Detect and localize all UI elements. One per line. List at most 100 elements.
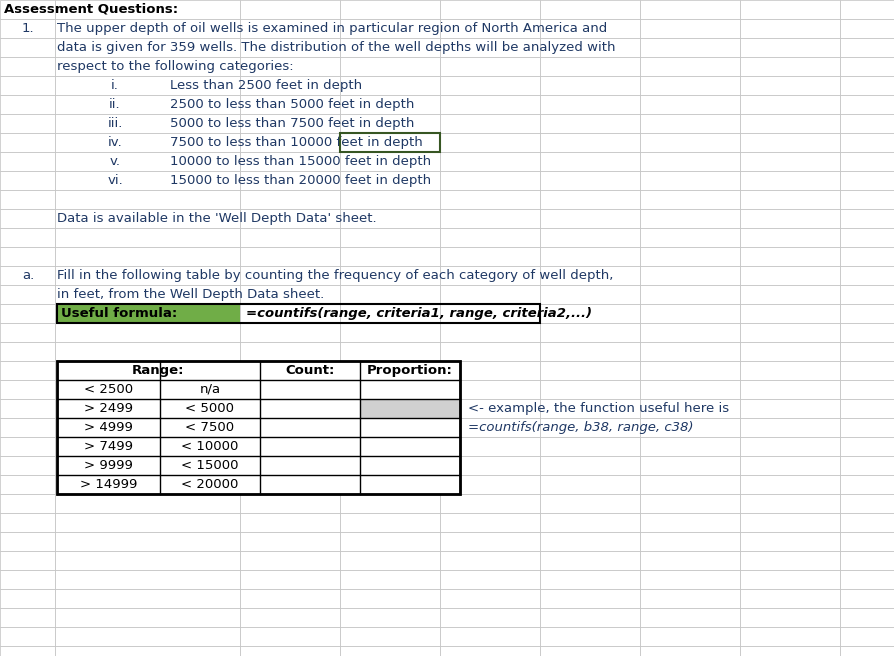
Text: Assessment Questions:: Assessment Questions: [4,3,178,16]
Bar [55,247,240,266]
Bar [340,171,440,190]
Bar [440,304,539,323]
Bar [55,532,240,551]
Text: v.: v. [109,155,121,168]
Bar [0,380,55,399]
Text: =countifs(range, criteria1, range, criteria2,...): =countifs(range, criteria1, range, crite… [246,307,591,320]
Text: Less than 2500 feet in depth: Less than 2500 feet in depth [170,79,362,92]
Text: iv.: iv. [107,136,122,149]
Bar [839,266,894,285]
Bar [240,475,340,494]
Bar [539,570,639,589]
Bar [739,114,839,133]
Bar [539,152,639,171]
Text: > 9999: > 9999 [84,459,133,472]
Bar [639,285,739,304]
Bar [539,589,639,608]
Bar [340,494,440,513]
Bar [240,247,340,266]
Bar [55,152,240,171]
Bar [539,627,639,646]
Bar [739,171,839,190]
Bar [839,475,894,494]
Bar [440,209,539,228]
Bar [240,266,340,285]
Bar [0,209,55,228]
Bar [739,627,839,646]
Bar [240,76,340,95]
Bar [55,551,240,570]
Text: 1.: 1. [21,22,34,35]
Bar [539,608,639,627]
Text: < 7500: < 7500 [185,421,234,434]
Bar [0,399,55,418]
Bar [639,361,739,380]
Bar [340,152,440,171]
Text: 5000 to less than 7500 feet in depth: 5000 to less than 7500 feet in depth [170,117,414,130]
Bar [539,475,639,494]
Bar [839,76,894,95]
Bar [839,19,894,38]
Bar [639,456,739,475]
Bar [639,608,739,627]
Bar [440,532,539,551]
Bar [55,304,240,323]
Bar [639,380,739,399]
Bar [539,532,639,551]
Bar [739,513,839,532]
Bar [55,456,240,475]
Bar [839,418,894,437]
Bar [440,95,539,114]
Bar [440,627,539,646]
Bar [739,285,839,304]
Bar [839,494,894,513]
Bar [739,95,839,114]
Text: > 2499: > 2499 [84,402,133,415]
Bar [340,57,440,76]
Bar [340,76,440,95]
Bar [359,399,460,418]
Bar [539,228,639,247]
Bar [440,152,539,171]
Bar [539,380,639,399]
Bar [240,418,340,437]
Text: 7500 to less than 10000 feet in depth: 7500 to less than 10000 feet in depth [170,136,422,149]
Text: vi.: vi. [107,174,122,187]
Bar [0,475,55,494]
Bar [0,19,55,38]
Bar [0,171,55,190]
Bar [639,38,739,57]
Bar [240,152,340,171]
Bar [539,0,639,19]
Bar [639,627,739,646]
Text: i.: i. [111,79,119,92]
Bar [539,494,639,513]
Bar [440,608,539,627]
Bar [55,361,240,380]
Bar [57,361,460,494]
Bar [639,76,739,95]
Bar [0,38,55,57]
Bar [440,437,539,456]
Bar [839,361,894,380]
Bar [440,475,539,494]
Bar [240,0,340,19]
Bar [639,247,739,266]
Bar [240,95,340,114]
Bar [539,209,639,228]
Bar [55,133,240,152]
Bar [539,133,639,152]
Bar [55,266,240,285]
Bar [539,76,639,95]
Bar [240,570,340,589]
Bar [0,266,55,285]
Bar [340,627,440,646]
Bar [340,437,440,456]
Bar [839,513,894,532]
Bar [340,456,440,475]
Bar [340,570,440,589]
Bar [539,38,639,57]
Bar [55,342,240,361]
Bar [340,589,440,608]
Bar [839,399,894,418]
